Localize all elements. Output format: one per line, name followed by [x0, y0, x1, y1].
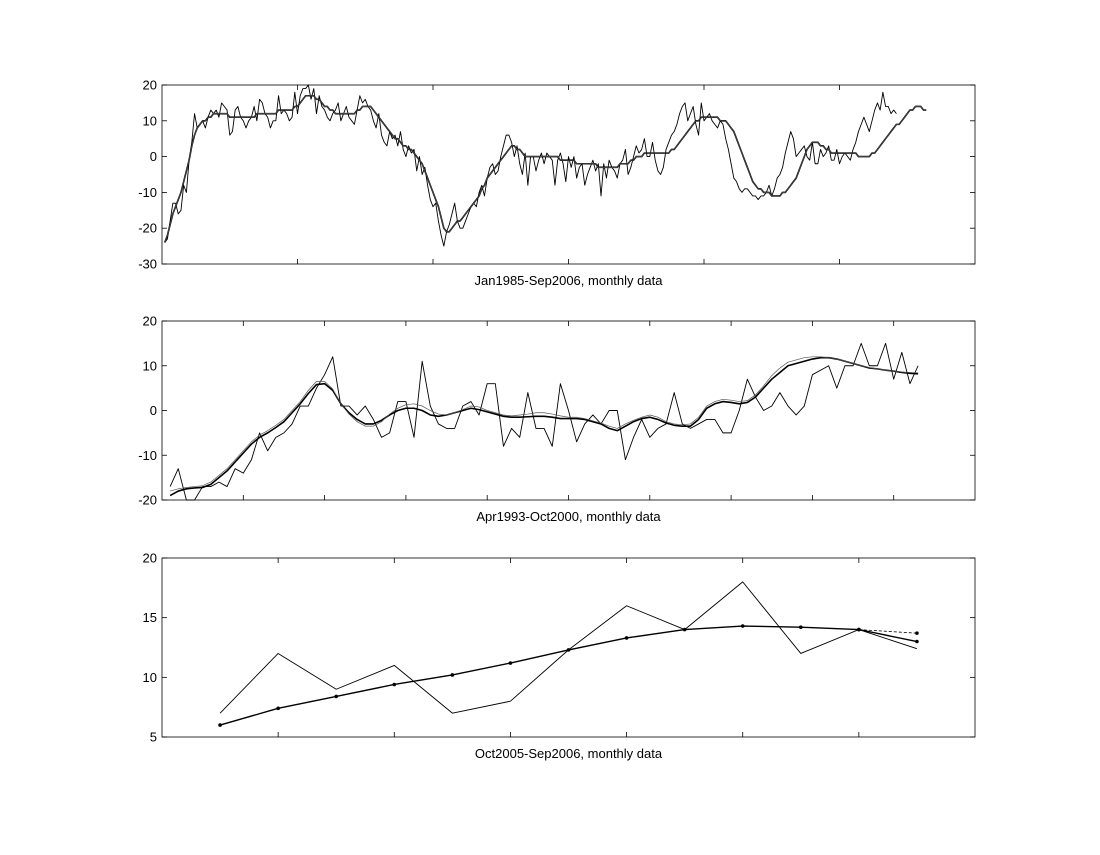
- y-tick-label: -10: [138, 185, 157, 200]
- data-point-marker: [798, 625, 803, 630]
- data-point-marker: [392, 682, 397, 687]
- x-axis-label: Apr1993-Oct2000, monthly data: [476, 509, 661, 524]
- x-axis-label: Jan1985-Sep2006, monthly data: [475, 273, 664, 288]
- plot-frame: [161, 557, 976, 738]
- x-axis-ticks: [297, 85, 840, 264]
- series-group: [218, 581, 919, 727]
- data-point-marker: [740, 624, 745, 628]
- series-line-raw: [164, 84, 897, 247]
- data-point-marker: [915, 631, 919, 635]
- chart-panel-2: -20 -10 0 10 20 Apr1993-Oct2000, monthly dat…: [138, 314, 976, 524]
- series-line-smooth-thin: [164, 95, 927, 243]
- y-tick-label: 0: [150, 149, 157, 164]
- series-line-smooth: [169, 356, 919, 497]
- y-tick-label: 20: [143, 78, 157, 93]
- data-point-marker: [334, 694, 339, 699]
- y-tick-label: -10: [138, 448, 157, 463]
- y-tick-label: -20: [138, 221, 157, 236]
- chart-panel-3: 5 10 15 20 Oct2005-Sep2006, monthly data: [143, 551, 976, 761]
- data-point-marker: [276, 706, 280, 711]
- y-tick-label: 15: [143, 610, 157, 625]
- y-tick-label: -20: [138, 493, 157, 508]
- y-tick-label: 20: [143, 551, 157, 566]
- y-tick-label: 10: [143, 670, 157, 685]
- series-line-smooth-markers: [219, 625, 918, 726]
- data-point-marker: [682, 627, 687, 632]
- y-axis-ticks: -20 -10 0 10 20: [138, 314, 975, 508]
- series-line-raw: [219, 581, 918, 714]
- chart-panel-1: -30 -20 -10 0 10 20 Jan1985-Sep2006, monthly …: [138, 78, 976, 288]
- data-point-marker: [566, 648, 571, 652]
- plot-frame: [161, 84, 976, 265]
- series-line-smooth: [163, 94, 927, 243]
- y-tick-label: 10: [143, 113, 157, 128]
- series-line-smooth-thin: [170, 356, 919, 492]
- series-line-raw: [169, 342, 919, 501]
- series-group: [163, 84, 927, 247]
- data-point-marker: [450, 673, 455, 677]
- x-axis-ticks: [242, 321, 895, 500]
- y-tick-label: 0: [150, 403, 157, 418]
- series-group: [169, 342, 919, 501]
- y-tick-label: 20: [143, 314, 157, 329]
- x-axis-label: Oct2005-Sep2006, monthly data: [475, 746, 663, 761]
- y-tick-label: -30: [138, 257, 157, 272]
- x-axis-ticks: [277, 558, 860, 737]
- data-point-marker: [624, 636, 629, 640]
- data-point-marker: [218, 723, 222, 727]
- data-point-marker: [508, 661, 513, 665]
- y-tick-label: 10: [143, 358, 157, 373]
- data-point-marker: [915, 639, 919, 644]
- data-point-marker: [857, 627, 861, 632]
- y-tick-label: 5: [150, 730, 157, 745]
- y-axis-ticks: 5 10 15 20: [143, 551, 975, 745]
- y-axis-ticks: -30 -20 -10 0 10 20: [138, 78, 975, 272]
